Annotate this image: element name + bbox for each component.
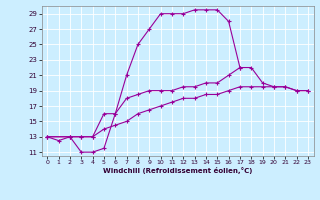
X-axis label: Windchill (Refroidissement éolien,°C): Windchill (Refroidissement éolien,°C)	[103, 167, 252, 174]
